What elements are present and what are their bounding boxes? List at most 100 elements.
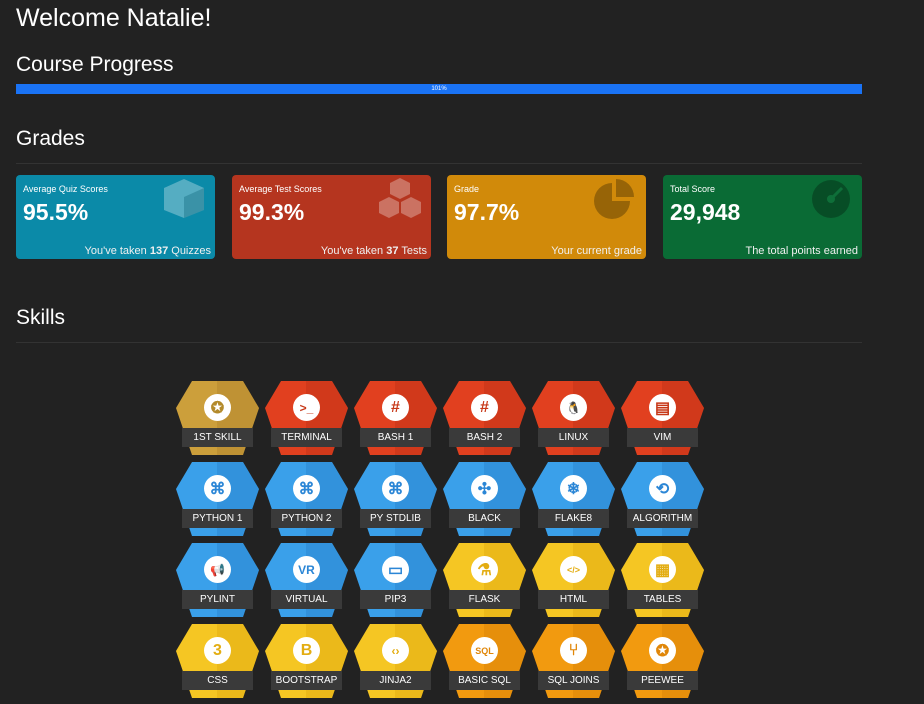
skill-badge-label: PIP3 bbox=[360, 590, 431, 609]
skill-badge-label: HTML bbox=[538, 590, 609, 609]
bootstrap-icon: B bbox=[293, 637, 320, 664]
skill-badge[interactable]: ❄ FLAKE8 bbox=[532, 461, 615, 537]
keyboard-icon: ▭ bbox=[382, 556, 409, 583]
css-icon: 3 bbox=[204, 637, 231, 664]
quiz-scores-footer: You've taken 137 Quizzes bbox=[84, 245, 211, 257]
python-icon: ⌘ bbox=[204, 475, 231, 502]
terminal-icon: >_ bbox=[293, 394, 320, 421]
skill-badge[interactable]: ✪ 1ST SKILL bbox=[176, 380, 259, 456]
skill-badge-label: LINUX bbox=[538, 428, 609, 447]
skill-badge[interactable]: ‹› JINJA2 bbox=[354, 623, 437, 699]
quiz-scores-value: 95.5% bbox=[23, 199, 89, 225]
welcome-heading: Welcome Natalie! bbox=[16, 4, 212, 32]
total-score-value: 29,948 bbox=[670, 199, 741, 225]
snowflake-icon: ❄ bbox=[560, 475, 587, 502]
total-score-card: Total Score 29,948 The total points earn… bbox=[663, 175, 862, 259]
skill-badge-label: ALGORITHM bbox=[627, 509, 698, 528]
grade-value: 97.7% bbox=[454, 199, 520, 225]
skill-badge-label: BASH 1 bbox=[360, 428, 431, 447]
code-icon: </> bbox=[560, 556, 587, 583]
skill-badge[interactable]: # BASH 1 bbox=[354, 380, 437, 456]
skill-badge[interactable]: ⌘ PY STDLIB bbox=[354, 461, 437, 537]
skill-badge-label: PEEWEE bbox=[627, 671, 698, 690]
skill-badge[interactable]: ⚗ FLASK bbox=[443, 542, 526, 618]
pie-chart-icon bbox=[594, 179, 634, 219]
hashtag-icon: # bbox=[382, 394, 409, 421]
skill-badge-label: VIRTUAL bbox=[271, 590, 342, 609]
skill-badge[interactable]: ✪ PEEWEE bbox=[621, 623, 704, 699]
quiz-scores-title: Average Quiz Scores bbox=[23, 184, 108, 194]
skill-badge-label: BASH 2 bbox=[449, 428, 520, 447]
vr-icon: VR bbox=[293, 556, 320, 583]
sql-file-icon: SQL bbox=[471, 637, 498, 664]
total-score-title: Total Score bbox=[670, 184, 716, 194]
medal-icon: ✪ bbox=[204, 394, 231, 421]
skill-badge-label: 1ST SKILL bbox=[182, 428, 253, 447]
flask-icon: ⚗ bbox=[471, 556, 498, 583]
skill-badge-label: PYTHON 2 bbox=[271, 509, 342, 528]
course-progress-label: 101% bbox=[431, 86, 447, 92]
skill-badge[interactable]: ▭ PIP3 bbox=[354, 542, 437, 618]
cube-icon bbox=[164, 179, 204, 218]
test-scores-title: Average Test Scores bbox=[239, 184, 322, 194]
skill-badge[interactable]: VR VIRTUAL bbox=[265, 542, 348, 618]
linux-icon: 🐧 bbox=[560, 394, 587, 421]
grade-title: Grade bbox=[454, 184, 480, 194]
skill-badge[interactable]: ▤ VIM bbox=[621, 380, 704, 456]
skill-badge[interactable]: ⟲ ALGORITHM bbox=[621, 461, 704, 537]
skills-title: Skills bbox=[16, 306, 66, 329]
test-scores-value: 99.3% bbox=[239, 199, 305, 225]
skill-badge-label: FLAKE8 bbox=[538, 509, 609, 528]
skill-badge[interactable]: ⌘ PYTHON 1 bbox=[176, 461, 259, 537]
skill-badge-label: PYTHON 1 bbox=[182, 509, 253, 528]
course-progress-bar: 101% bbox=[16, 84, 862, 94]
skill-badge[interactable]: SQL BASIC SQL bbox=[443, 623, 526, 699]
skill-badge-label: JINJA2 bbox=[360, 671, 431, 690]
skill-badge-label: CSS bbox=[182, 671, 253, 690]
skill-badge[interactable]: 🐧 LINUX bbox=[532, 380, 615, 456]
python-icon: ⌘ bbox=[293, 475, 320, 502]
skill-badge[interactable]: 3 CSS bbox=[176, 623, 259, 699]
skill-badge[interactable]: ⌘ PYTHON 2 bbox=[265, 461, 348, 537]
total-score-footer: The total points earned bbox=[745, 245, 858, 257]
table-icon: ▦ bbox=[649, 556, 676, 583]
file-code-icon: ‹› bbox=[382, 637, 409, 664]
test-scores-card: Average Test Scores 99.3% You've taken 3… bbox=[232, 175, 431, 259]
skill-badge-label: PYLINT bbox=[182, 590, 253, 609]
grades-title: Grades bbox=[16, 127, 85, 150]
quiz-scores-card: Average Quiz Scores 95.5% You've taken 1… bbox=[16, 175, 215, 259]
skill-badge[interactable]: ✣ BLACK bbox=[443, 461, 526, 537]
skill-badge-label: TABLES bbox=[627, 590, 698, 609]
skill-badge-label: TERMINAL bbox=[271, 428, 342, 447]
skill-badge[interactable]: B BOOTSTRAP bbox=[265, 623, 348, 699]
hashtag-icon: # bbox=[471, 394, 498, 421]
python-icon: ⌘ bbox=[382, 475, 409, 502]
test-scores-footer: You've taken 37 Tests bbox=[320, 245, 427, 257]
skill-badge-label: BASIC SQL bbox=[449, 671, 520, 690]
megaphone-icon: 📢 bbox=[204, 556, 231, 583]
skill-badge[interactable]: 📢 PYLINT bbox=[176, 542, 259, 618]
skill-badge[interactable]: ⑂ SQL JOINS bbox=[532, 623, 615, 699]
gauge-icon bbox=[812, 180, 850, 218]
grades-divider bbox=[16, 163, 862, 164]
skill-badge-label: BLACK bbox=[449, 509, 520, 528]
compress-icon: ✣ bbox=[471, 475, 498, 502]
grade-card: Grade 97.7% Your current grade bbox=[447, 175, 646, 259]
skills-badge-grid: ✪ 1ST SKILL >_ TERMINAL # BASH 1 # BASH 2 🐧 LINUX… bbox=[176, 380, 704, 704]
award-icon: ✪ bbox=[649, 637, 676, 664]
file-icon: ▤ bbox=[649, 394, 676, 421]
cubes-icon bbox=[379, 178, 421, 218]
skill-badge-label: BOOTSTRAP bbox=[271, 671, 342, 690]
skill-badge[interactable]: </> HTML bbox=[532, 542, 615, 618]
skill-badge-label: PY STDLIB bbox=[360, 509, 431, 528]
course-progress-fill: 101% bbox=[16, 84, 862, 94]
skill-badge-label: FLASK bbox=[449, 590, 520, 609]
skill-badge[interactable]: # BASH 2 bbox=[443, 380, 526, 456]
skill-badge[interactable]: >_ TERMINAL bbox=[265, 380, 348, 456]
skills-divider bbox=[16, 342, 862, 343]
skill-badge-label: SQL JOINS bbox=[538, 671, 609, 690]
skill-badge[interactable]: ▦ TABLES bbox=[621, 542, 704, 618]
course-progress-title: Course Progress bbox=[16, 53, 174, 76]
algorithm-icon: ⟲ bbox=[649, 475, 676, 502]
skill-badge-label: VIM bbox=[627, 428, 698, 447]
